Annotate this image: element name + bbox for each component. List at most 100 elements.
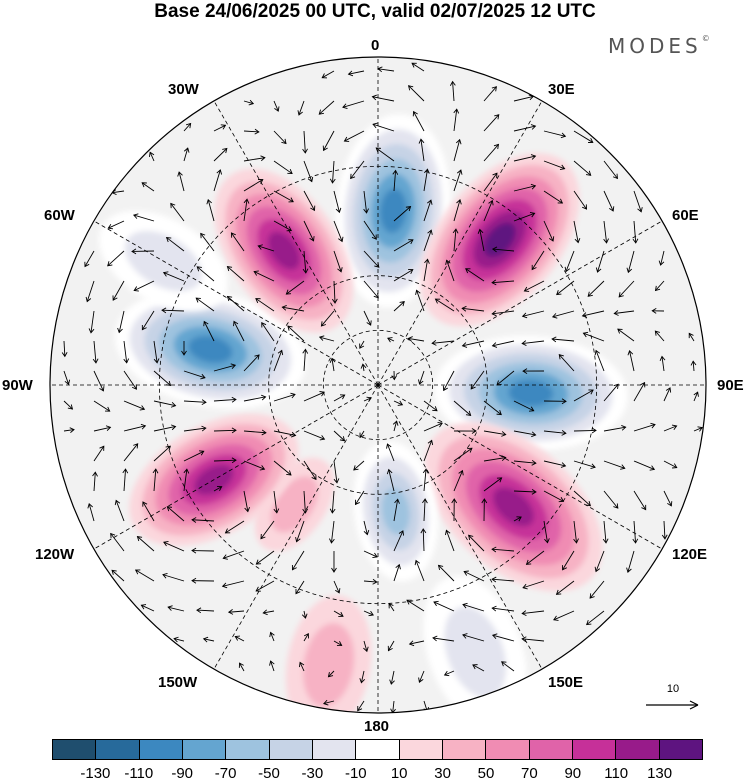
colorbar-tick-label: -70 xyxy=(214,765,237,782)
wind-arrow xyxy=(626,550,635,573)
wind-arrow xyxy=(513,430,537,438)
colorbar-swatch xyxy=(659,740,702,759)
wind-arrow xyxy=(432,635,455,642)
wind-arrow xyxy=(321,70,335,79)
lon-label-90w: 90W xyxy=(2,377,33,394)
meridian-line xyxy=(377,220,663,386)
wind-arrow xyxy=(133,213,155,222)
wind-arrow xyxy=(654,330,665,342)
wind-arrow xyxy=(393,563,401,582)
wind-arrow xyxy=(92,471,98,492)
wind-arrow xyxy=(442,370,455,392)
wind-arrow xyxy=(226,295,245,312)
wind-arrow xyxy=(255,550,275,565)
wind-arrow xyxy=(595,250,605,273)
wind-arrow xyxy=(603,160,618,180)
wind-arrow xyxy=(573,490,591,507)
wind-arrow xyxy=(359,670,366,684)
wind-arrow xyxy=(543,520,550,544)
wind-arrow xyxy=(453,108,460,132)
wind-arrow xyxy=(483,172,498,192)
wind-arrow xyxy=(553,610,575,621)
wind-arrow xyxy=(329,160,336,184)
map-border xyxy=(49,56,707,714)
wind-arrow xyxy=(418,138,425,162)
colorbar-swatch xyxy=(486,740,530,759)
colorbar-swatch xyxy=(226,740,270,759)
wind-arrow xyxy=(531,250,545,271)
wind-arrow xyxy=(491,546,515,553)
lon-label-60w: 60W xyxy=(44,207,75,224)
wind-arrow xyxy=(93,425,112,432)
colorbar-swatch xyxy=(442,740,487,759)
wind-arrow xyxy=(423,422,443,432)
anomaly-cell xyxy=(115,289,306,409)
wind-arrow xyxy=(243,429,267,436)
wind-arrow xyxy=(513,516,522,522)
wind-arrow xyxy=(213,147,228,162)
wind-arrow xyxy=(273,220,293,232)
wind-arrow xyxy=(170,202,185,222)
wind-arrow xyxy=(690,360,697,372)
wind-arrow xyxy=(483,199,494,222)
wind-arrow xyxy=(452,228,459,252)
wind-arrow xyxy=(444,529,455,552)
wind-arrow xyxy=(273,349,284,372)
wind-arrow xyxy=(238,662,245,672)
wind-arrow xyxy=(213,124,227,132)
wind-arrow xyxy=(107,250,125,267)
wind-arrow xyxy=(243,460,266,471)
wind-arrow xyxy=(329,490,336,514)
wind-arrow xyxy=(111,569,125,582)
wind-arrow xyxy=(453,199,462,222)
wind-arrow xyxy=(327,670,335,678)
wind-arrow xyxy=(513,154,537,162)
colorbar-tick-label: -110 xyxy=(124,765,154,782)
lon-label-90e: 90E xyxy=(717,377,744,394)
wind-arrow xyxy=(84,250,95,268)
wind-arrow xyxy=(183,450,205,462)
wind-arrow xyxy=(633,422,656,432)
wind-arrow xyxy=(153,340,160,364)
wind-arrow xyxy=(453,469,464,492)
lon-label-30w: 30W xyxy=(168,81,199,98)
wind-arrow xyxy=(123,340,130,364)
wind-arrow xyxy=(173,636,185,643)
wind-arrow xyxy=(453,169,463,192)
wind-arrow xyxy=(386,443,395,462)
reference-vector xyxy=(646,700,699,710)
wind-arrow xyxy=(468,534,485,552)
colorbar-tick-label: 50 xyxy=(477,765,495,782)
wind-arrow xyxy=(255,298,275,312)
wind-arrow xyxy=(224,520,245,534)
wind-arrow xyxy=(213,457,237,464)
colorbar-swatch xyxy=(356,740,400,759)
map-title: Base 24/06/2025 00 UTC, valid 02/07/2025… xyxy=(154,1,596,22)
wind-arrow xyxy=(363,610,374,617)
wind-arrow xyxy=(323,699,335,706)
wind-arrow xyxy=(329,357,336,372)
wind-arrow xyxy=(363,578,378,585)
wind-arrow xyxy=(658,250,665,266)
wind-arrow xyxy=(420,528,427,552)
wind-arrow xyxy=(299,661,305,672)
wind-arrow xyxy=(521,340,545,346)
wind-arrow xyxy=(303,160,314,183)
wind-arrow xyxy=(483,86,497,102)
wind-arrow xyxy=(88,310,95,334)
colorbar-tick-label: 90 xyxy=(564,765,582,782)
wind-arrow xyxy=(273,392,296,402)
wind-arrow xyxy=(167,605,185,612)
wind-arrow xyxy=(273,190,294,203)
wind-arrow xyxy=(301,610,308,619)
wind-arrow xyxy=(633,381,646,402)
wind-arrow xyxy=(632,520,639,544)
wind-arrow xyxy=(654,280,665,292)
wind-arrow xyxy=(63,427,75,433)
wind-arrow xyxy=(162,572,185,582)
wind-arrow xyxy=(243,155,266,162)
wind-arrow xyxy=(603,425,627,432)
wind-arrow xyxy=(587,280,605,297)
wind-arrow xyxy=(287,325,305,342)
wind-arrow xyxy=(453,400,472,416)
